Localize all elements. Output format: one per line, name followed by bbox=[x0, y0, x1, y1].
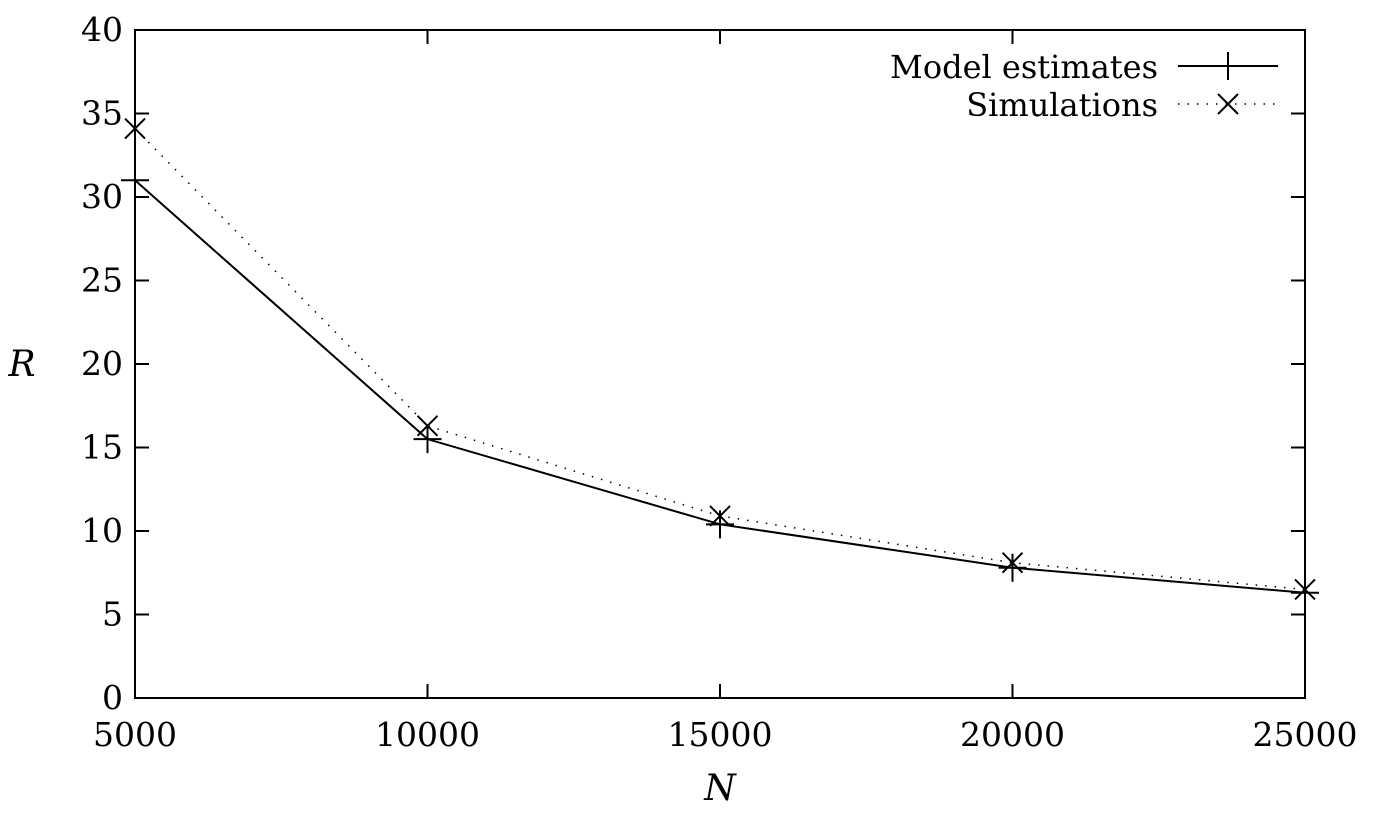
series-layer bbox=[121, 117, 1319, 607]
data-point-model-estimates bbox=[1291, 578, 1319, 607]
legend-label-simulations: Simulations bbox=[966, 86, 1158, 124]
series-simulations bbox=[124, 117, 1316, 601]
data-point-simulations bbox=[1001, 552, 1024, 574]
y-tick-label: 15 bbox=[81, 428, 123, 467]
data-point-model-estimates bbox=[413, 425, 442, 454]
data-point-model-estimates bbox=[121, 166, 149, 195]
data-point-simulations bbox=[124, 117, 146, 140]
y-tick-label: 25 bbox=[81, 261, 123, 300]
x-axis-label: N bbox=[703, 768, 737, 809]
plot-frame bbox=[134, 29, 1306, 699]
legend-marker-simulations bbox=[1217, 93, 1239, 115]
y-tick-label: 40 bbox=[81, 10, 123, 49]
data-point-simulations bbox=[1294, 578, 1316, 601]
y-axis-label: R bbox=[7, 344, 35, 385]
series-model-estimates bbox=[121, 166, 1319, 607]
tick-labels: 5000 10000 15000 20000 25000 0 5 10 15 20 25 30 35 40 bbox=[81, 10, 1357, 754]
data-point-simulations bbox=[709, 505, 731, 527]
y-tick-label: 10 bbox=[81, 511, 123, 550]
y-tick-label: 35 bbox=[81, 94, 123, 133]
axis-ticks bbox=[134, 29, 1306, 699]
y-tick-label: 20 bbox=[81, 344, 123, 383]
data-point-model-estimates bbox=[998, 553, 1027, 582]
legend-label-model-estimates: Model estimates bbox=[890, 48, 1158, 86]
x-tick-label: 5000 bbox=[93, 715, 177, 754]
x-tick-label: 15000 bbox=[668, 715, 773, 754]
data-point-simulations bbox=[416, 415, 439, 437]
x-tick-label: 20000 bbox=[960, 715, 1065, 754]
y-tick-label: 5 bbox=[102, 595, 123, 634]
data-point-model-estimates bbox=[706, 510, 734, 539]
x-tick-label: 10000 bbox=[375, 715, 480, 754]
y-tick-label: 30 bbox=[81, 177, 123, 216]
x-tick-label: 25000 bbox=[1253, 715, 1358, 754]
legend-marker-model-estimates bbox=[1214, 52, 1242, 80]
legend: Model estimates Simulations bbox=[890, 48, 1278, 124]
y-tick-label: 0 bbox=[102, 678, 123, 717]
